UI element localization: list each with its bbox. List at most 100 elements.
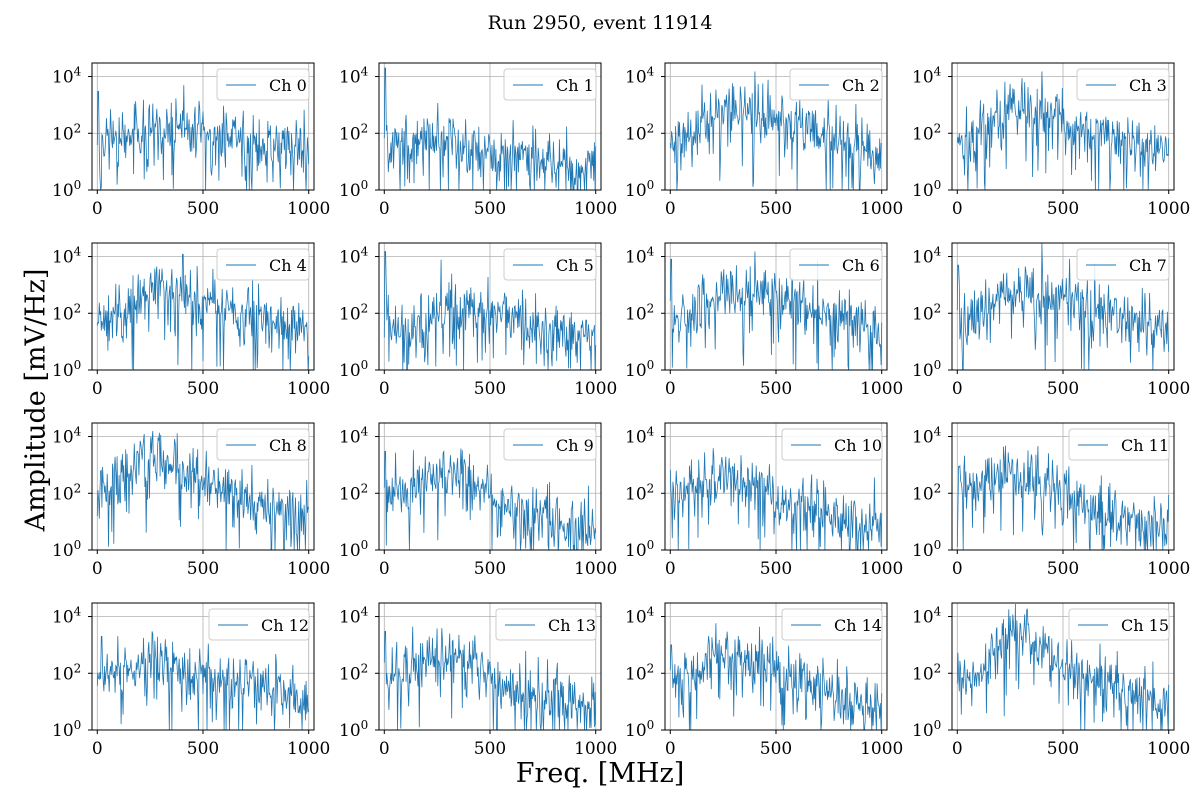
subplot-ch-5: 0 500 1000 100 102 104 Ch 5 — [339, 242, 617, 399]
subplot-ch-3: 0 500 1000 100 102 104 Ch 3 — [912, 62, 1190, 219]
x-tick-label: 500 — [1047, 199, 1079, 219]
x-tick-label: 500 — [760, 199, 792, 219]
y-tick-label: 102 — [339, 481, 368, 504]
y-tick-label: 104 — [625, 245, 655, 268]
x-tick-label: 500 — [760, 379, 792, 399]
subplot-ch-6: 0 500 1000 100 102 104 Ch 6 — [625, 242, 903, 399]
x-tick-label: 500 — [187, 739, 219, 759]
y-tick-label: 100 — [52, 178, 81, 201]
spectrum-line — [669, 71, 882, 190]
x-tick-label: 500 — [187, 199, 219, 219]
legend-box — [495, 608, 597, 641]
y-tick-label: 100 — [52, 538, 81, 561]
y-tick-label: 104 — [912, 605, 942, 628]
y-tick-label: 104 — [339, 65, 369, 88]
subplot-ch-15: 0 500 1000 100 102 104 Ch 15 — [912, 602, 1190, 759]
legend-label: Ch 14 — [834, 616, 882, 635]
y-tick-label: 102 — [339, 121, 368, 144]
y-tick-label: 104 — [625, 425, 655, 448]
y-tick-label: 104 — [339, 425, 369, 448]
y-tick-label: 102 — [912, 121, 941, 144]
legend-label: Ch 1 — [556, 76, 594, 95]
x-tick-label: 0 — [665, 559, 676, 579]
y-tick-label: 100 — [339, 358, 368, 381]
y-tick-label: 100 — [625, 358, 654, 381]
x-tick-label: 1000 — [287, 199, 330, 219]
legend-label: Ch 5 — [556, 256, 594, 275]
y-tick-label: 100 — [339, 178, 368, 201]
spectrum-line — [956, 71, 1170, 190]
y-tick-label: 104 — [52, 65, 82, 88]
x-tick-label: 500 — [474, 739, 506, 759]
spectrum-line — [669, 448, 883, 550]
spectrum-line — [383, 67, 597, 190]
x-tick-label: 0 — [665, 379, 676, 399]
x-axis-label: Freq. [MHz] — [515, 758, 685, 789]
legend-label: Ch 13 — [548, 616, 596, 635]
y-tick-label: 104 — [912, 425, 942, 448]
x-tick-label: 0 — [379, 199, 390, 219]
spectrum-line — [383, 448, 597, 550]
x-tick-label: 1000 — [1147, 739, 1190, 759]
subplot-ch-4: 0 500 1000 100 102 104 Ch 4 — [52, 242, 330, 399]
legend-label: Ch 12 — [261, 616, 309, 635]
x-tick-label: 1000 — [574, 739, 617, 759]
x-tick-label: 500 — [187, 559, 219, 579]
x-tick-label: 0 — [379, 559, 390, 579]
y-tick-label: 100 — [339, 718, 368, 741]
legend-label: Ch 8 — [269, 436, 307, 455]
x-tick-label: 1000 — [574, 379, 617, 399]
y-tick-label: 104 — [52, 245, 82, 268]
spectrum-line — [669, 623, 883, 730]
spectrum-line — [96, 430, 310, 550]
y-tick-label: 104 — [339, 245, 369, 268]
y-tick-label: 104 — [912, 245, 942, 268]
y-tick-label: 102 — [625, 121, 654, 144]
y-tick-label: 102 — [339, 301, 368, 324]
x-tick-label: 0 — [665, 739, 676, 759]
legend-box — [1076, 248, 1170, 281]
y-tick-label: 100 — [912, 538, 941, 561]
legend-box — [1076, 68, 1170, 101]
legend-box — [216, 248, 310, 281]
y-tick-label: 100 — [339, 538, 368, 561]
x-tick-label: 1000 — [860, 739, 903, 759]
legend-label: Ch 9 — [556, 436, 594, 455]
x-tick-label: 1000 — [574, 199, 617, 219]
subplot-ch-9: 0 500 1000 100 102 104 Ch 9 — [339, 422, 617, 579]
legend-label: Ch 11 — [1121, 436, 1169, 455]
figure-title: Run 2950, event 11914 — [487, 12, 713, 34]
legend-label: Ch 6 — [842, 256, 880, 275]
spectrum-line — [669, 251, 883, 370]
y-tick-label: 100 — [625, 538, 654, 561]
subplot-ch-11: 0 500 1000 100 102 104 Ch 11 — [912, 422, 1190, 579]
spectrum-line — [96, 253, 310, 370]
legend-label: Ch 0 — [269, 76, 307, 95]
y-tick-label: 102 — [625, 301, 654, 324]
subplot-ch-2: 0 500 1000 100 102 104 Ch 2 — [625, 62, 903, 219]
legend-box — [1068, 608, 1170, 641]
legend-box — [1068, 428, 1170, 461]
x-tick-label: 0 — [952, 379, 963, 399]
legend-label: Ch 3 — [1129, 76, 1167, 95]
y-tick-label: 104 — [52, 605, 82, 628]
x-tick-label: 0 — [92, 199, 103, 219]
x-tick-label: 1000 — [574, 559, 617, 579]
y-tick-label: 100 — [912, 718, 941, 741]
y-tick-label: 102 — [912, 301, 941, 324]
subplot-ch-8: 0 500 1000 100 102 104 Ch 8 — [52, 422, 330, 579]
x-tick-label: 500 — [760, 559, 792, 579]
y-tick-label: 100 — [52, 718, 81, 741]
x-tick-label: 1000 — [287, 559, 330, 579]
legend-box — [789, 68, 883, 101]
x-tick-label: 0 — [92, 739, 103, 759]
x-tick-label: 500 — [474, 559, 506, 579]
x-tick-label: 500 — [474, 379, 506, 399]
spectrum-line — [956, 243, 1170, 370]
x-tick-label: 1000 — [1147, 199, 1190, 219]
x-tick-label: 1000 — [860, 379, 903, 399]
x-tick-label: 0 — [379, 379, 390, 399]
y-tick-label: 104 — [339, 605, 369, 628]
legend-label: Ch 15 — [1121, 616, 1169, 635]
